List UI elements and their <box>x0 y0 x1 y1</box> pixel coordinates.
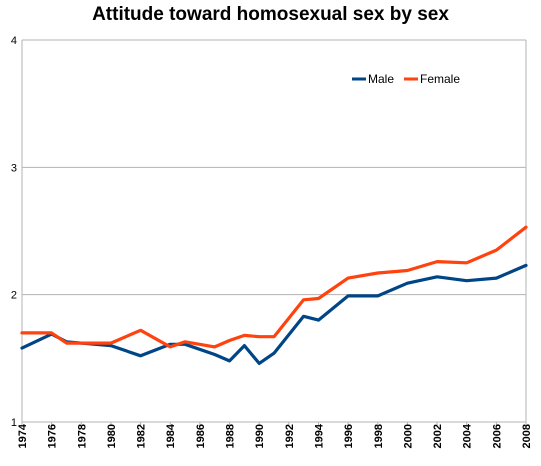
x-tick-label: 1998 <box>373 424 385 448</box>
x-tick-label: 1986 <box>195 424 207 448</box>
y-tick-label: 3 <box>11 162 17 174</box>
x-tick-label: 1982 <box>136 424 148 448</box>
series-line-female <box>20 225 528 349</box>
x-tick-label: 1980 <box>106 424 118 448</box>
x-tick-label: 1996 <box>343 424 355 448</box>
legend-label-female: Female <box>420 72 460 86</box>
series-line-male <box>20 263 528 365</box>
x-tick-label: 1976 <box>47 424 59 448</box>
gridlines <box>22 39 526 296</box>
x-tick-labels: 1974 1976 1978 1980 1982 1984 1986 1988 1990 1992… <box>17 423 533 448</box>
x-tick-label: 1984 <box>165 423 177 448</box>
x-tick-label: 1978 <box>76 424 88 448</box>
x-tick-label: 2002 <box>432 424 444 448</box>
x-tick-label: 2000 <box>402 424 414 448</box>
x-tick-label: 1988 <box>225 424 237 448</box>
y-tick-label: 1 <box>11 417 17 429</box>
chart-title: Attitude toward homosexual sex by sex <box>92 4 449 25</box>
legend: Male Female <box>352 72 460 86</box>
y-tick-labels: 1 2 3 4 <box>11 35 17 429</box>
x-tick-label: 2006 <box>491 424 503 448</box>
x-tick-label: 1974 <box>17 423 29 448</box>
axes <box>21 40 527 426</box>
series-lines <box>20 225 528 365</box>
legend-label-male: Male <box>368 72 394 86</box>
x-tick-label: 1990 <box>254 424 266 448</box>
x-tick-label: 1992 <box>284 424 296 448</box>
x-tick-label: 2004 <box>462 423 474 448</box>
x-tick-label: 2008 <box>521 424 533 448</box>
y-tick-label: 2 <box>11 290 17 302</box>
x-tick-label: 1994 <box>313 423 325 448</box>
y-tick-label: 4 <box>11 35 17 47</box>
